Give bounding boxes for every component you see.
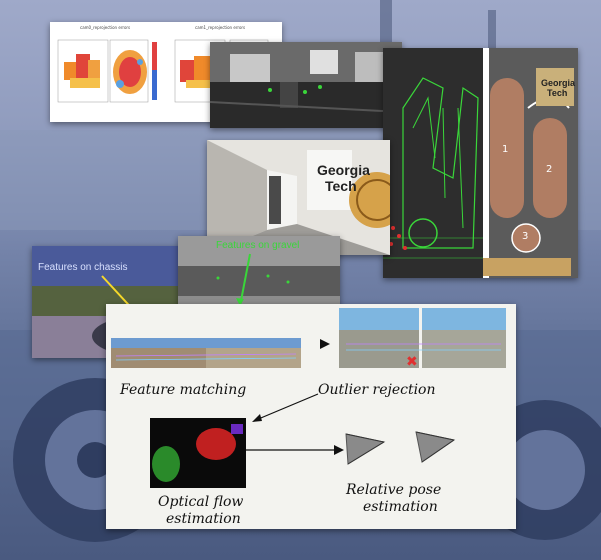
track-label-1: 1 [502,144,509,155]
relative-pose-label-line2: estimation [363,499,438,515]
track-label-2: 2 [546,164,553,175]
trajectory-map-panel: Georgia Tech 1 2 3 [383,48,578,278]
outlier-rejection-label: Outlier rejection [318,382,436,398]
map-logo-line1: Georgia [541,78,576,88]
hallway-sign-line2: Tech [325,178,357,194]
lobby-photo [210,42,402,128]
optical-flow-label-line1: Optical flow [158,494,244,510]
optical-flow-label-line2: estimation [166,511,241,527]
heatmap-title-left: cam0_reprojection errors [80,25,131,30]
gravel-features-label: Features on gravel [216,240,300,251]
pipeline-graphics: ✖ [111,308,506,488]
trajectory-map [383,48,578,278]
svg-text:✖: ✖ [406,354,418,370]
pipeline-panel: ✖ Feature matching Outlier rejection Opt… [106,304,516,529]
hallway-photo: Georgia Tech [207,140,390,255]
track-label-3: 3 [522,231,529,242]
heatmap-title-right: cam1_reprojection errors [195,25,246,30]
map-logo-line2: Tech [547,88,568,98]
relative-pose-label-line1: Relative pose [346,482,442,498]
hallway-sign-line1: Georgia [317,162,370,178]
lobby-scene [210,42,402,128]
feature-matching-label: Feature matching [120,382,247,398]
chassis-features-label: Features on chassis [38,262,128,273]
